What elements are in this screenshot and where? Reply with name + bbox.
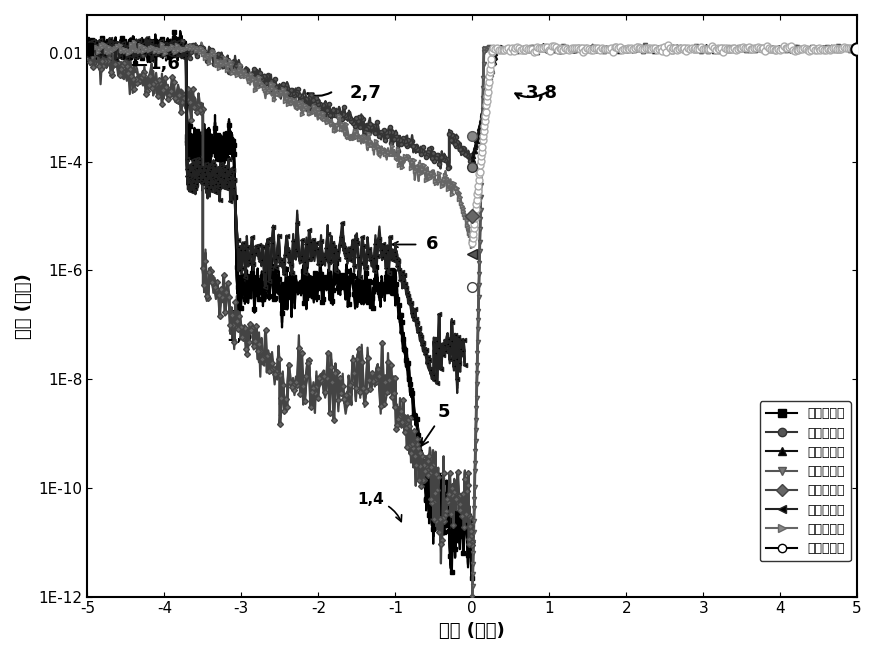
Line: 第三次扫描: 第三次扫描 [470, 43, 859, 165]
第四次扫描 [527, 43, 538, 51]
第三次扫描 [467, 159, 478, 167]
第三次扫描 [473, 132, 483, 140]
Text: 1,6: 1,6 [196, 155, 222, 186]
Text: 1,4: 1,4 [357, 492, 402, 521]
第三次扫描 [823, 45, 833, 52]
第五次扫描 [83, 42, 94, 50]
Line: 第四次扫描: 第四次扫描 [470, 43, 859, 599]
第七次扫描 [467, 242, 478, 250]
第八次扫描 [467, 239, 478, 247]
Text: 6: 6 [426, 234, 438, 253]
Text: 1,5: 1,5 [226, 310, 253, 344]
Legend: 第一次扫描, 第二次扫描, 第三次扫描, 第四次扫描, 第五次扫描, 第六次扫描, 第七次扫描, 第八次扫描: 第一次扫描, 第二次扫描, 第三次扫描, 第四次扫描, 第五次扫描, 第六次扫描… [759, 401, 851, 561]
第六次扫描 [184, 168, 195, 176]
第六次扫描 [82, 49, 93, 57]
第四次扫描 [659, 45, 669, 52]
第一次扫描 [107, 49, 118, 57]
第二次扫描 [360, 128, 370, 136]
第六次扫描 [206, 173, 217, 181]
第七次扫描 [244, 77, 254, 85]
Line: 第二次扫描: 第二次扫描 [85, 39, 474, 170]
第四次扫描 [580, 43, 590, 51]
第五次扫描 [138, 71, 148, 79]
第一次扫描 [161, 43, 172, 50]
第三次扫描 [538, 41, 548, 49]
第五次扫描 [215, 312, 225, 320]
第八次扫描 [663, 41, 674, 49]
第四次扫描 [775, 47, 786, 55]
第一次扫描 [467, 574, 477, 582]
Line: 第八次扫描: 第八次扫描 [469, 42, 860, 246]
Text: 5: 5 [421, 403, 450, 446]
Line: 第六次扫描: 第六次扫描 [85, 35, 467, 384]
第一次扫描 [216, 145, 226, 153]
第三次扫描 [567, 46, 577, 54]
第二次扫描 [82, 43, 93, 50]
第七次扫描 [251, 77, 261, 85]
第四次扫描 [640, 41, 651, 49]
第五次扫描 [294, 344, 304, 352]
第二次扫描 [467, 160, 478, 168]
第八次扫描 [823, 45, 833, 53]
第六次扫描 [455, 345, 466, 352]
Text: 1,6: 1,6 [149, 56, 181, 73]
第三次扫描 [707, 43, 717, 50]
第八次扫描 [475, 160, 486, 168]
第八次扫描 [705, 45, 716, 53]
Line: 第五次扫描: 第五次扫描 [85, 44, 474, 547]
第六次扫描 [444, 342, 454, 350]
第八次扫描 [852, 45, 862, 53]
第四次扫描 [467, 593, 478, 601]
Line: 第一次扫描: 第一次扫描 [85, 29, 474, 580]
第七次扫描 [467, 237, 477, 245]
X-axis label: 电压 (伏特): 电压 (伏特) [439, 622, 505, 640]
第六次扫描 [192, 155, 203, 162]
第二次扫描 [314, 103, 324, 111]
第五次扫描 [431, 470, 441, 478]
第四次扫描 [469, 495, 480, 502]
第八次扫描 [561, 45, 572, 52]
第四次扫描 [664, 45, 674, 53]
第七次扫描 [82, 47, 93, 55]
第七次扫描 [122, 47, 132, 54]
第八次扫描 [472, 190, 482, 198]
Y-axis label: 电流 (安培): 电流 (安培) [15, 273, 33, 339]
第六次扫描 [431, 379, 442, 386]
第五次扫描 [82, 53, 93, 61]
Line: 第七次扫描: 第七次扫描 [85, 39, 474, 248]
第七次扫描 [151, 45, 161, 53]
第六次扫描 [460, 361, 470, 369]
第七次扫描 [129, 38, 139, 46]
第二次扫描 [443, 164, 453, 172]
Text: 2,7: 2,7 [349, 84, 381, 102]
第三次扫描 [489, 53, 500, 61]
第一次扫描 [122, 46, 132, 54]
第二次扫描 [376, 128, 387, 136]
第五次扫描 [210, 283, 220, 291]
第八次扫描 [486, 55, 496, 63]
第二次扫描 [437, 153, 447, 161]
第四次扫描 [852, 44, 862, 52]
第六次扫描 [166, 45, 176, 53]
第三次扫描 [476, 110, 487, 118]
第一次扫描 [169, 28, 180, 35]
Text: 3,8: 3,8 [526, 84, 558, 102]
第六次扫描 [142, 33, 153, 41]
第五次扫描 [164, 90, 175, 98]
第三次扫描 [852, 43, 862, 50]
第二次扫描 [298, 96, 309, 104]
第五次扫描 [467, 541, 477, 549]
第一次扫描 [170, 41, 181, 48]
第一次扫描 [310, 281, 321, 289]
第一次扫描 [82, 35, 93, 43]
第二次扫描 [118, 44, 128, 52]
第五次扫描 [467, 538, 478, 546]
第二次扫描 [177, 37, 188, 45]
第七次扫描 [250, 86, 260, 94]
